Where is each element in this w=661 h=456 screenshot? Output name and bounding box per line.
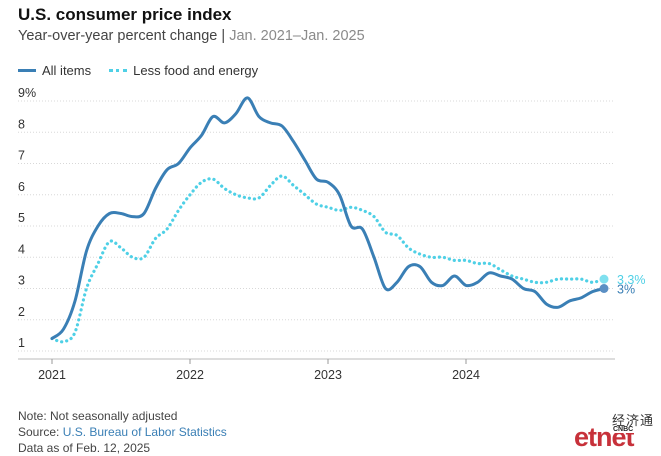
legend-item-all-items: All items: [18, 63, 91, 78]
x-tick-label: 2024: [452, 368, 480, 382]
end-label-all-items: 3%: [617, 283, 635, 297]
chart-notes: Note: Not seasonally adjusted Source: U.…: [18, 408, 227, 456]
legend-label-core: Less food and energy: [133, 63, 259, 78]
y-tick-label: 1: [18, 336, 25, 350]
subtitle-text: Year-over-year percent change: [18, 28, 218, 44]
series-line-all-items: [50, 96, 606, 340]
end-markers: 3%3.3%: [599, 273, 646, 297]
series-line-core: [50, 174, 606, 344]
logo-et: et: [574, 422, 597, 452]
legend-item-core: Less food and energy: [109, 63, 258, 78]
x-tick-label: 2023: [314, 368, 342, 382]
end-marker-core: [599, 274, 609, 284]
source-prefix: Source:: [18, 425, 63, 439]
end-label-core: 3.3%: [617, 273, 646, 287]
line-chart: 1 2 3 4 5 6 7 8 9% 2021 2022 2023 2024 3%3.3%: [18, 86, 646, 382]
logo-cnbc-text: CNBC: [612, 426, 635, 433]
etnet-cnbc-logo: 经济通 etnet CNBC: [572, 410, 658, 452]
legend-label-all-items: All items: [42, 63, 92, 78]
x-tick-label: 2022: [176, 368, 204, 382]
y-tick-label: 6: [18, 180, 25, 194]
chart-legend: All items Less food and energy: [18, 63, 276, 78]
y-tick-label: 8: [18, 117, 25, 131]
chart-subtitle: Year-over-year percent change | Jan. 202…: [18, 28, 365, 44]
chart-series: [50, 96, 606, 344]
y-tick-label: 5: [18, 211, 25, 225]
y-tick-label: 9%: [18, 86, 36, 100]
legend-swatch-solid: [18, 69, 36, 72]
x-tick-label: 2021: [38, 368, 66, 382]
data-date: Data as of Feb. 12, 2025: [18, 441, 151, 455]
y-tick-label: 3: [18, 274, 25, 288]
y-axis-ticks: 1 2 3 4 5 6 7 8 9%: [18, 86, 36, 350]
chart-title: U.S. consumer price index: [18, 5, 232, 24]
end-marker-all-items: [599, 284, 609, 293]
y-tick-label: 7: [18, 149, 25, 163]
subtitle-range: Jan. 2021–Jan. 2025: [229, 28, 365, 44]
chart-grid: [18, 100, 615, 360]
source-line: Source: U.S. Bureau of Labor Statistics: [18, 424, 227, 440]
note-text: Note: Not seasonally adjusted: [18, 409, 178, 423]
legend-swatch-dotted: [109, 69, 128, 72]
x-axis-ticks: 2021 2022 2023 2024: [38, 359, 480, 382]
y-tick-label: 4: [18, 242, 25, 256]
y-tick-label: 2: [18, 305, 25, 319]
source-link[interactable]: U.S. Bureau of Labor Statistics: [62, 425, 227, 439]
logo-chinese-text: 经济通: [611, 413, 654, 428]
subtitle-separator: |: [217, 28, 230, 44]
